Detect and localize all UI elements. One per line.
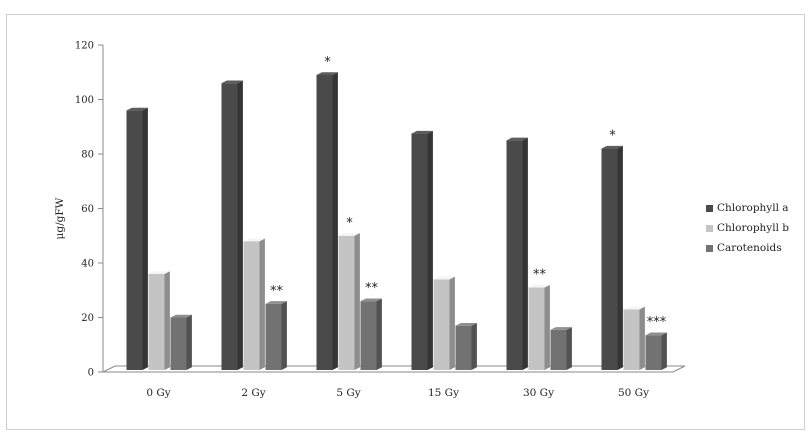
bar-side-chlorophyll-b-2-gy xyxy=(259,238,265,370)
legend: Chlorophyll a Chlorophyll b Carotenoids xyxy=(706,198,789,258)
bar-side-chlorophyll-a-0-gy xyxy=(142,107,148,370)
bar-side-carotenoids-30-gy xyxy=(566,327,572,370)
annotation-chlorophyll-a-5-gy: * xyxy=(324,55,331,70)
bar-top-chlorophyll-a-15-gy xyxy=(411,130,433,134)
x-tick-label-0-gy: 0 Gy xyxy=(146,387,170,399)
bar-chlorophyll-b-15-gy xyxy=(433,279,450,370)
bar-chlorophyll-a-2-gy xyxy=(221,83,238,371)
x-tick-label-50-gy: 50 Gy xyxy=(618,387,649,399)
bar-side-chlorophyll-a-5-gy xyxy=(332,72,338,371)
bar-side-carotenoids-50-gy xyxy=(661,332,667,370)
y-tick-label-80: 80 xyxy=(81,150,94,161)
x-tick-label-15-gy: 15 Gy xyxy=(428,387,459,399)
y-tick-label-120: 120 xyxy=(75,41,94,52)
bar-top-carotenoids-0-gy xyxy=(170,314,192,318)
bar-carotenoids-15-gy xyxy=(455,325,472,370)
bar-top-carotenoids-30-gy xyxy=(550,327,572,330)
bar-carotenoids-0-gy xyxy=(170,317,187,370)
bar-carotenoids-50-gy xyxy=(645,335,662,370)
bar-chlorophyll-a-15-gy xyxy=(411,133,428,370)
y-tick-label-40: 40 xyxy=(81,259,94,270)
y-tick-label-100: 100 xyxy=(75,95,94,106)
bar-top-carotenoids-15-gy xyxy=(455,322,477,326)
bar-chlorophyll-a-50-gy xyxy=(601,148,618,370)
bar-top-carotenoids-2-gy xyxy=(265,301,287,304)
bar-side-chlorophyll-a-2-gy xyxy=(237,80,243,370)
bar-top-chlorophyll-a-0-gy xyxy=(126,107,148,111)
bar-chlorophyll-b-0-gy xyxy=(148,273,165,370)
bar-top-chlorophyll-a-2-gy xyxy=(221,80,243,84)
bar-side-chlorophyll-b-50-gy xyxy=(639,306,645,370)
bar-side-chlorophyll-a-50-gy xyxy=(617,145,623,370)
bar-chlorophyll-b-2-gy xyxy=(243,241,260,370)
annotation-carotenoids-50-gy: *** xyxy=(647,315,667,330)
legend-swatch-carotenoids xyxy=(706,244,713,252)
bar-side-chlorophyll-b-15-gy xyxy=(449,276,455,370)
annotation-carotenoids-5-gy: ** xyxy=(365,281,379,296)
bar-side-carotenoids-2-gy xyxy=(281,301,287,370)
y-axis-title: μg/gFW xyxy=(54,197,66,239)
y-tick-label-60: 60 xyxy=(81,204,94,215)
bar-top-carotenoids-50-gy xyxy=(645,332,667,336)
legend-item-carotenoids: Carotenoids xyxy=(706,238,789,258)
bar-top-chlorophyll-a-50-gy xyxy=(601,145,623,149)
bar-carotenoids-30-gy xyxy=(550,329,567,370)
bar-carotenoids-2-gy xyxy=(265,303,282,370)
legend-item-chlorophyll-a: Chlorophyll a xyxy=(706,198,789,218)
x-tick-label-30-gy: 30 Gy xyxy=(523,387,554,399)
bar-chlorophyll-a-5-gy xyxy=(316,74,333,370)
bar-top-chlorophyll-a-30-gy xyxy=(506,137,528,141)
y-tick-label-0: 0 xyxy=(88,368,94,379)
bar-top-chlorophyll-b-15-gy xyxy=(433,276,455,280)
bar-top-chlorophyll-b-2-gy xyxy=(243,238,265,242)
annotation-chlorophyll-a-50-gy: * xyxy=(609,129,616,144)
legend-label-chlorophyll-b: Chlorophyll b xyxy=(717,222,790,234)
bar-top-chlorophyll-a-5-gy xyxy=(316,72,338,75)
legend-label-carotenoids: Carotenoids xyxy=(717,242,782,254)
y-tick-label-20: 20 xyxy=(81,313,94,324)
bar-side-chlorophyll-a-15-gy xyxy=(427,130,433,370)
annotation-carotenoids-2-gy: ** xyxy=(270,284,284,299)
bar-top-chlorophyll-b-50-gy xyxy=(623,306,645,310)
annotation-chlorophyll-b-30-gy: ** xyxy=(533,268,547,283)
bar-side-chlorophyll-b-30-gy xyxy=(544,284,550,370)
bar-chlorophyll-a-0-gy xyxy=(126,110,143,371)
bar-side-carotenoids-0-gy xyxy=(186,314,192,370)
legend-label-chlorophyll-a: Chlorophyll a xyxy=(717,202,789,214)
bar-carotenoids-5-gy xyxy=(360,301,377,370)
bar-side-carotenoids-5-gy xyxy=(376,298,382,370)
bar-top-chlorophyll-b-30-gy xyxy=(528,284,550,288)
bar-chlorophyll-b-30-gy xyxy=(528,287,545,370)
bar-top-carotenoids-5-gy xyxy=(360,298,382,302)
annotation-chlorophyll-b-5-gy: * xyxy=(346,216,353,231)
bar-side-chlorophyll-b-5-gy xyxy=(354,233,360,370)
bar-chlorophyll-a-30-gy xyxy=(506,140,523,370)
bar-side-carotenoids-15-gy xyxy=(471,322,477,370)
x-tick-label-5-gy: 5 Gy xyxy=(336,387,360,399)
bar-chlorophyll-b-5-gy xyxy=(338,235,355,370)
bar-side-chlorophyll-b-0-gy xyxy=(164,271,170,370)
legend-item-chlorophyll-b: Chlorophyll b xyxy=(706,218,789,238)
legend-swatch-chlorophyll-a xyxy=(706,204,713,212)
x-tick-label-2-gy: 2 Gy xyxy=(241,387,265,399)
bar-top-chlorophyll-b-5-gy xyxy=(338,233,360,236)
bar-side-chlorophyll-a-30-gy xyxy=(522,137,528,370)
legend-swatch-chlorophyll-b xyxy=(706,224,713,232)
bar-chlorophyll-b-50-gy xyxy=(623,309,640,370)
bar-top-chlorophyll-b-0-gy xyxy=(148,271,170,274)
